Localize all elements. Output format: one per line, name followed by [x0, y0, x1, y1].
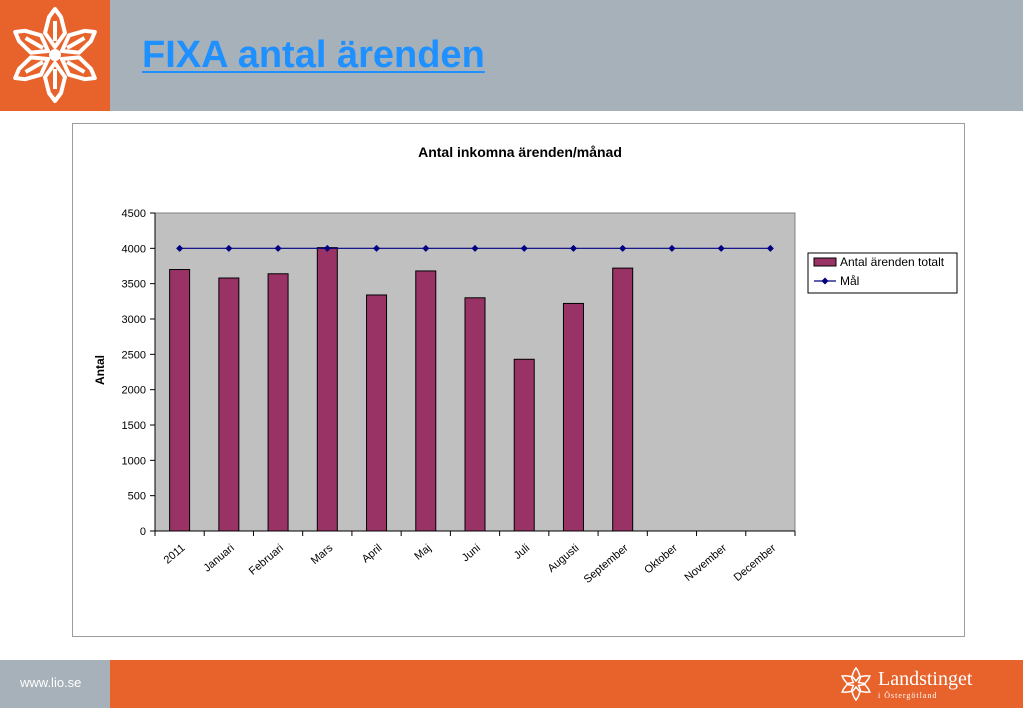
footer-url-link[interactable]: www.lio.se: [20, 675, 82, 690]
y-tick-label: 3000: [122, 314, 146, 326]
x-tick-label: Oktober: [642, 542, 680, 577]
target-point: [766, 244, 774, 252]
y-tick-label: 1500: [122, 420, 146, 432]
bar: [169, 269, 191, 532]
target-point: [717, 244, 725, 252]
target-point: [373, 244, 381, 252]
x-tick-label: November: [682, 542, 729, 584]
target-point: [619, 244, 627, 252]
y-axis-label: Antal: [93, 355, 107, 385]
x-tick-label: Januari: [201, 542, 236, 574]
x-tick-label: Juni: [460, 542, 483, 564]
x-tick-label: December: [732, 542, 779, 584]
bar: [366, 294, 388, 532]
legend-line-marker: [821, 277, 829, 285]
chart-frame: Antal inkomna ärenden/månad Antal 0 500 10…: [72, 123, 965, 637]
snowflake-flower-icon: [8, 7, 102, 103]
bar: [464, 297, 486, 532]
y-tick-label: 3500: [122, 279, 146, 291]
target-point: [323, 244, 331, 252]
x-tick-label: Mars: [309, 542, 336, 567]
x-tick-label: September: [582, 542, 631, 586]
y-tick-label: 2000: [122, 385, 146, 397]
target-point: [668, 244, 676, 252]
y-tick-label: 0: [140, 526, 146, 538]
x-tick-label: Februari: [247, 542, 286, 578]
y-tick-label: 1000: [122, 455, 146, 467]
bar: [316, 247, 338, 532]
target-point: [176, 244, 184, 252]
brand-name: Landstinget: [878, 668, 973, 690]
header-bar: FIXA antal ärenden: [0, 0, 1023, 111]
y-tick-label: 4000: [122, 243, 146, 255]
x-tick-label: Juli: [512, 542, 532, 562]
bar: [267, 273, 289, 532]
x-tick-label: Augusti: [546, 542, 582, 575]
target-point: [520, 244, 528, 252]
footer-bar: www.lio.se Landstinget i Östergötland: [0, 660, 1023, 708]
x-tick-label: April: [360, 542, 385, 565]
x-tick-label: Maj: [412, 542, 433, 563]
page-title: FIXA antal ärenden: [142, 34, 485, 76]
target-point: [471, 244, 479, 252]
bar: [218, 277, 240, 532]
legend-bar-label: Antal ärenden totalt: [840, 255, 945, 269]
chart-legend: Antal ärenden totalt Mål: [807, 252, 958, 294]
legend-line-label: Mål: [840, 274, 859, 288]
logo-box: [0, 0, 110, 111]
brand-logo: Landstinget i Östergötland: [838, 665, 1008, 703]
bar: [562, 302, 584, 532]
bar: [513, 358, 535, 532]
y-tick-label: 2500: [122, 349, 146, 361]
target-point: [225, 244, 233, 252]
target-point: [569, 244, 577, 252]
y-tick-label: 500: [128, 491, 146, 503]
brand-subtitle: i Östergötland: [878, 691, 938, 700]
bar-line-chart: Antal inkomna ärenden/månad Antal 0 500 10…: [93, 144, 958, 586]
y-tick-label: 4500: [122, 208, 146, 220]
legend-bar-swatch: [813, 257, 837, 267]
bar: [612, 267, 634, 532]
target-point: [422, 244, 430, 252]
bar: [415, 270, 437, 532]
footer-left-box: www.lio.se: [0, 660, 110, 708]
snowflake-flower-icon: [839, 666, 873, 701]
chart-title: Antal inkomna ärenden/månad: [418, 144, 622, 160]
x-tick-label: 2011: [162, 542, 188, 566]
target-point: [274, 244, 282, 252]
